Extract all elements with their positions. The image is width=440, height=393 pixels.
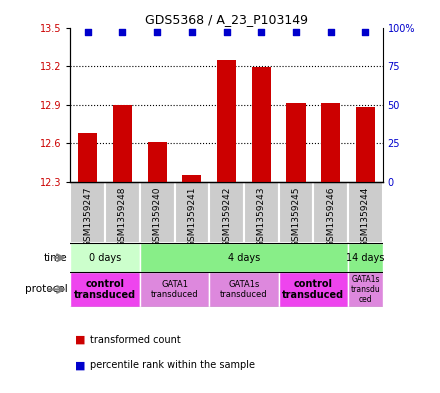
Text: GATA1s
transduced: GATA1s transduced [220,280,268,299]
Text: percentile rank within the sample: percentile rank within the sample [90,360,255,371]
Bar [348,272,383,307]
Text: GSM1359245: GSM1359245 [292,187,301,247]
Bar [348,243,383,272]
Bar [113,105,132,182]
Point [327,29,334,35]
Bar [140,272,209,307]
Bar [105,182,140,243]
Bar [70,243,140,272]
Bar [209,272,279,307]
Bar [279,272,348,307]
Point [84,29,91,35]
Text: GSM1359240: GSM1359240 [153,187,161,247]
Text: 4 days: 4 days [228,253,260,263]
Text: GSM1359242: GSM1359242 [222,187,231,247]
Text: ■: ■ [75,335,85,345]
Text: GSM1359244: GSM1359244 [361,187,370,247]
Text: GSM1359248: GSM1359248 [118,187,127,247]
Point [258,29,265,35]
Title: GDS5368 / A_23_P103149: GDS5368 / A_23_P103149 [145,13,308,26]
Bar [140,243,348,272]
Text: protocol: protocol [25,285,67,294]
Bar [286,103,305,182]
Text: GATA1
transduced: GATA1 transduced [151,280,198,299]
Bar [209,182,244,243]
Text: control
transduced: control transduced [282,279,345,300]
Text: GSM1359241: GSM1359241 [187,187,196,247]
Bar [217,60,236,182]
Point [154,29,161,35]
Bar [356,107,375,182]
Text: GSM1359246: GSM1359246 [326,187,335,247]
Bar [148,142,167,182]
Text: ■: ■ [75,360,85,371]
Bar [348,182,383,243]
Point [293,29,300,35]
Bar [252,67,271,182]
Bar [321,103,340,182]
Bar [175,182,209,243]
Bar [78,133,97,182]
Point [119,29,126,35]
Text: GSM1359247: GSM1359247 [83,187,92,247]
Bar [70,272,140,307]
Text: GSM1359243: GSM1359243 [257,187,266,247]
Text: 14 days: 14 days [346,253,385,263]
Text: transformed count: transformed count [90,335,181,345]
Bar [279,182,313,243]
Text: 0 days: 0 days [89,253,121,263]
Bar [70,182,105,243]
Text: GATA1s
transdu
ced: GATA1s transdu ced [351,275,380,304]
Bar [313,182,348,243]
Text: time: time [44,253,67,263]
Point [188,29,195,35]
Point [223,29,230,35]
Bar [182,175,202,182]
Point [362,29,369,35]
Text: control
transduced: control transduced [74,279,136,300]
Bar [244,182,279,243]
Bar [140,182,175,243]
